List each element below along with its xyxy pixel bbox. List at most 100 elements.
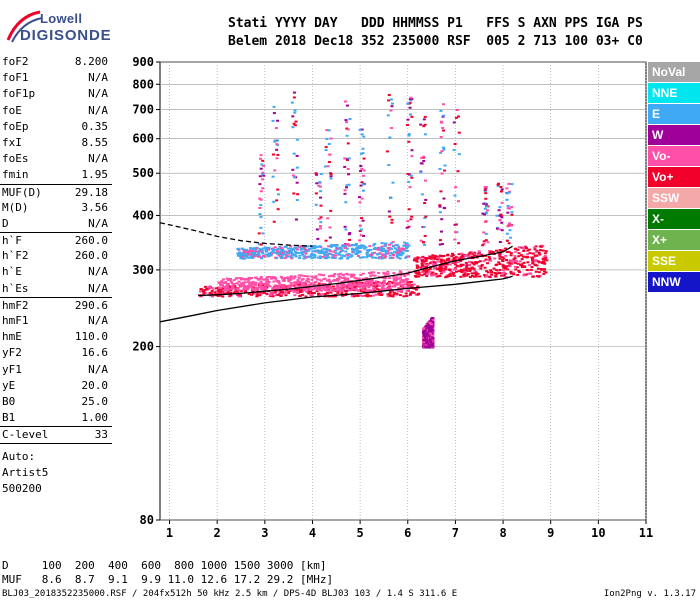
echo-point bbox=[275, 143, 279, 146]
echo-point bbox=[452, 257, 456, 260]
echo-point bbox=[281, 285, 285, 288]
echo-point bbox=[352, 250, 356, 253]
echo-point bbox=[344, 201, 348, 204]
echo-point bbox=[500, 188, 504, 191]
echo-point bbox=[457, 270, 461, 273]
echo-point bbox=[297, 245, 301, 248]
echo-point bbox=[441, 146, 445, 149]
echo-point bbox=[462, 274, 466, 277]
echo-point bbox=[334, 254, 338, 257]
echo-point bbox=[372, 281, 376, 284]
echo-point bbox=[401, 285, 405, 288]
echo-point bbox=[502, 274, 506, 277]
echo-point bbox=[318, 257, 322, 260]
echo-point bbox=[450, 271, 454, 274]
echo-point bbox=[424, 258, 428, 261]
echo-point bbox=[346, 257, 350, 260]
echo-point bbox=[409, 113, 413, 116]
echo-point bbox=[274, 249, 278, 252]
echo-point bbox=[362, 135, 366, 138]
echo-point bbox=[277, 254, 281, 257]
echo-point bbox=[315, 173, 319, 176]
echo-point bbox=[345, 184, 349, 187]
echo-point bbox=[354, 244, 358, 247]
echo-point bbox=[457, 115, 461, 118]
echo-point bbox=[439, 230, 443, 233]
echo-point bbox=[374, 248, 378, 251]
echo-point bbox=[293, 176, 297, 179]
param-value: N/A bbox=[88, 362, 108, 376]
echo-point bbox=[301, 293, 305, 296]
echo-point bbox=[472, 263, 476, 266]
echo-point bbox=[291, 168, 295, 171]
echo-point bbox=[280, 293, 284, 296]
echo-point bbox=[322, 286, 326, 289]
echo-point bbox=[454, 270, 458, 273]
echo-point bbox=[235, 277, 239, 280]
echo-point bbox=[300, 251, 304, 254]
echo-point bbox=[323, 165, 327, 168]
echo-point bbox=[509, 236, 513, 239]
echo-point bbox=[251, 254, 255, 257]
echo-point bbox=[423, 115, 427, 118]
echo-point bbox=[276, 193, 280, 196]
echo-point bbox=[429, 255, 433, 258]
param-value: N/A bbox=[88, 265, 108, 279]
echo-point bbox=[242, 286, 246, 289]
echo-point bbox=[315, 290, 319, 293]
echo-point bbox=[275, 148, 279, 151]
echo-point bbox=[498, 253, 502, 256]
echo-point bbox=[343, 157, 347, 160]
x-tick-label: 9 bbox=[547, 526, 554, 540]
echo-point bbox=[241, 281, 245, 284]
echo-point bbox=[533, 263, 537, 266]
echo-point bbox=[467, 267, 471, 270]
echo-point bbox=[288, 251, 292, 254]
echo-point bbox=[423, 123, 427, 126]
echo-point bbox=[498, 257, 502, 260]
echo-point bbox=[531, 261, 535, 264]
echo-point bbox=[414, 293, 418, 296]
echo-point bbox=[360, 133, 364, 136]
param-value: 33 bbox=[94, 428, 108, 442]
echo-point bbox=[386, 295, 390, 298]
echo-point bbox=[497, 182, 501, 185]
echo-point bbox=[298, 294, 302, 297]
echo-point bbox=[245, 249, 249, 252]
echo-point bbox=[423, 327, 427, 330]
echo-point bbox=[298, 254, 302, 257]
echo-point bbox=[520, 258, 524, 261]
echo-point bbox=[491, 252, 495, 255]
echo-point bbox=[510, 261, 514, 264]
echo-point bbox=[307, 292, 311, 295]
echo-point bbox=[265, 277, 269, 280]
echo-point bbox=[310, 288, 314, 291]
param-name: h`E bbox=[2, 265, 22, 279]
echo-point bbox=[264, 289, 268, 292]
echo-point bbox=[225, 277, 229, 280]
echo-point bbox=[488, 257, 492, 260]
echo-point bbox=[404, 256, 408, 259]
echo-point bbox=[324, 239, 328, 242]
param-value: 290.6 bbox=[74, 298, 108, 312]
echo-point bbox=[258, 197, 262, 200]
echo-point bbox=[422, 159, 426, 162]
echo-point bbox=[484, 258, 488, 261]
echo-point bbox=[210, 290, 214, 293]
echo-point bbox=[256, 250, 260, 253]
echo-point bbox=[504, 267, 508, 270]
echo-point bbox=[488, 275, 492, 278]
echo-point bbox=[476, 261, 480, 264]
echo-point bbox=[291, 253, 295, 256]
echo-point bbox=[297, 285, 301, 288]
echo-point bbox=[346, 254, 350, 257]
echo-point bbox=[234, 287, 238, 290]
echo-point bbox=[464, 269, 468, 272]
echo-point bbox=[499, 186, 503, 189]
echo-point bbox=[231, 284, 235, 287]
echo-point bbox=[316, 278, 320, 281]
echo-point bbox=[385, 287, 389, 290]
echo-point bbox=[402, 248, 406, 251]
echo-point bbox=[342, 254, 346, 257]
